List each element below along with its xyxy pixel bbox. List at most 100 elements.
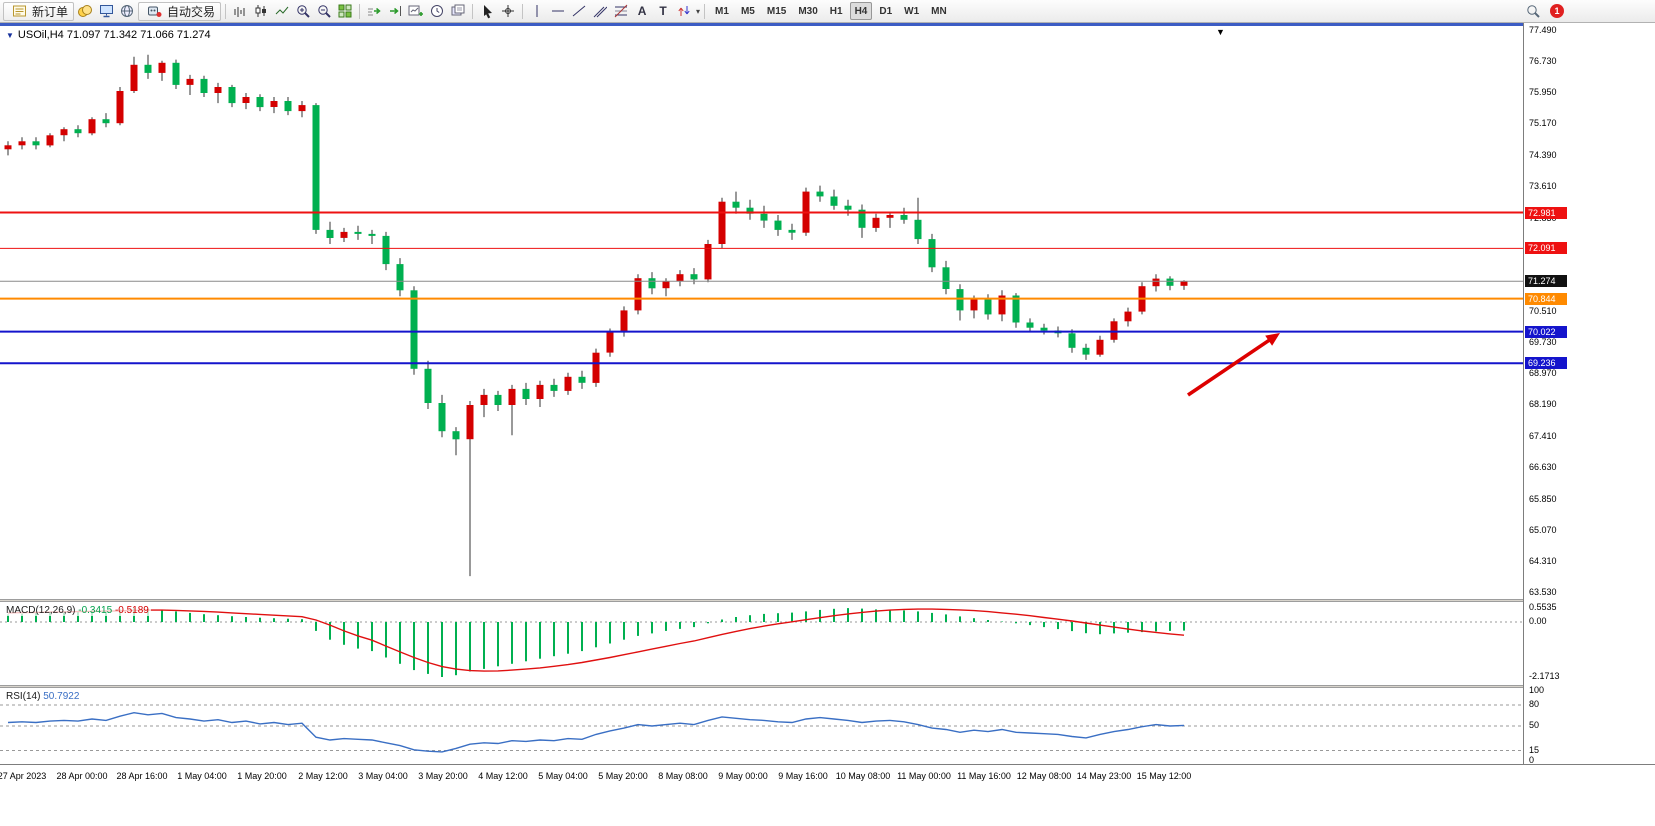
price-axis-label: 63.530 xyxy=(1529,587,1557,597)
time-axis-label: 2 May 12:00 xyxy=(298,771,348,781)
time-axis-label: 14 May 23:00 xyxy=(1076,771,1132,781)
panel-splitter[interactable] xyxy=(0,599,1655,602)
macd-axis-label: 0.5535 xyxy=(1529,602,1557,612)
price-badge: 72.981 xyxy=(1525,207,1567,219)
timeframe-h4-button[interactable]: H4 xyxy=(849,2,873,20)
price-badge: 70.844 xyxy=(1525,293,1567,305)
time-axis-label: 11 May 16:00 xyxy=(957,771,1011,781)
rsi-panel[interactable]: RSI(14) 50.7922 xyxy=(0,688,1523,764)
globe-icon[interactable] xyxy=(117,2,137,21)
new-chart-icon[interactable] xyxy=(406,2,426,21)
toolbar-separator xyxy=(704,3,706,19)
rsi-axis-label: 15 xyxy=(1529,745,1540,755)
time-axis-label: 28 Apr 16:00 xyxy=(116,771,168,781)
toolbar-separator xyxy=(472,3,474,19)
timeframe-m5-button[interactable]: M5 xyxy=(736,2,760,20)
cursor-icon[interactable] xyxy=(477,2,497,21)
text-label-tool-icon[interactable]: T xyxy=(659,4,667,18)
price-badge: 71.274 xyxy=(1525,275,1567,287)
toolbar-separator xyxy=(522,3,524,19)
price-axis-label: 67.410 xyxy=(1529,431,1557,441)
time-axis-label: 3 May 04:00 xyxy=(358,771,408,781)
chart-shift-icon[interactable] xyxy=(385,2,405,21)
time-axis-label: 1 May 04:00 xyxy=(177,771,227,781)
templates-icon[interactable] xyxy=(448,2,468,21)
new-order-icon xyxy=(9,2,29,21)
time-axis-label: 9 May 00:00 xyxy=(718,771,768,781)
price-axis[interactable]: 77.49076.73075.95075.17074.39073.61072.8… xyxy=(1523,23,1655,765)
macd-panel[interactable]: MACD(12,26,9) -0.3415 -0.5189 xyxy=(0,602,1523,685)
chart-shift-marker-icon[interactable]: ▼ xyxy=(1216,27,1225,37)
price-axis-label: 75.950 xyxy=(1529,87,1557,97)
equidistant-channel-icon[interactable] xyxy=(590,2,610,21)
time-axis[interactable]: 27 Apr 2023 28 Apr 00:00 28 Apr 16:00 1 May… xyxy=(0,764,1655,790)
main-price-chart[interactable]: ▼ USOil,H4 71.097 71.342 71.066 71.274 ▼ xyxy=(0,23,1523,599)
new-order-button[interactable]: 新订单 xyxy=(3,1,75,21)
rsi-plot xyxy=(0,704,1523,753)
coins-icon[interactable] xyxy=(75,2,95,21)
zoom-out-icon[interactable] xyxy=(314,2,334,21)
time-axis-label: 9 May 16:00 xyxy=(778,771,828,781)
rsi-axis-label: 50 xyxy=(1529,720,1540,730)
timeframe-d1-button[interactable]: D1 xyxy=(874,2,897,20)
time-axis-label: 3 May 20:00 xyxy=(418,771,468,781)
time-axis-label: 28 Apr 00:00 xyxy=(56,771,108,781)
price-axis-label: 66.630 xyxy=(1529,462,1557,472)
new-order-label: 新订单 xyxy=(32,4,69,19)
terminal-icon[interactable] xyxy=(96,2,116,21)
panel-splitter[interactable] xyxy=(0,685,1655,688)
candlestick-chart-icon[interactable] xyxy=(251,2,271,21)
timeframe-mn-button[interactable]: MN xyxy=(926,2,952,20)
time-axis-label: 5 May 04:00 xyxy=(538,771,588,781)
symbol-dropdown-icon[interactable]: ▼ xyxy=(6,30,14,40)
rsi-value: 50.7922 xyxy=(43,691,80,702)
rsi-axis-label: 80 xyxy=(1529,699,1540,709)
crosshair-icon[interactable] xyxy=(498,2,518,21)
line-chart-icon[interactable] xyxy=(272,2,292,21)
time-axis-label: 12 May 08:00 xyxy=(1016,771,1072,781)
time-axis-label: 27 Apr 2023 xyxy=(0,771,47,781)
price-badge: 70.022 xyxy=(1525,326,1567,338)
macd-name: MACD(12,26,9) xyxy=(6,605,76,616)
price-axis-label: 75.170 xyxy=(1529,118,1557,128)
time-axis-label: 15 May 12:00 xyxy=(1136,771,1192,781)
text-tool-icon[interactable]: A xyxy=(637,4,647,18)
price-axis-label: 65.850 xyxy=(1529,494,1557,504)
timeframe-group: M1 M5 M15 M30 H1 H4 D1 W1 MN xyxy=(709,2,953,20)
auto-trading-button[interactable]: 自动交易 xyxy=(138,1,222,21)
chart-symbol-ohlc: ▼ USOil,H4 71.097 71.342 71.066 71.274 xyxy=(4,29,213,41)
time-axis-label: 10 May 08:00 xyxy=(835,771,891,781)
timeframe-m15-button[interactable]: M15 xyxy=(762,2,791,20)
rsi-axis-label: 0 xyxy=(1529,755,1535,765)
macd-axis-label: 0.00 xyxy=(1529,616,1547,626)
fibonacci-icon[interactable] xyxy=(611,2,631,21)
price-axis-label: 64.310 xyxy=(1529,556,1557,566)
vertical-line-icon[interactable] xyxy=(527,2,547,21)
zoom-in-icon[interactable] xyxy=(293,2,313,21)
periods-clock-icon[interactable] xyxy=(427,2,447,21)
price-axis-label: 68.190 xyxy=(1529,399,1557,409)
macd-signal-value: -0.5189 xyxy=(114,605,149,616)
symbol-ohlc-text: USOil,H4 71.097 71.342 71.066 71.274 xyxy=(17,29,211,41)
horizontal-line-icon[interactable] xyxy=(548,2,568,21)
price-axis-label: 76.730 xyxy=(1529,56,1557,66)
auto-trading-icon xyxy=(144,2,164,21)
time-axis-label: 11 May 00:00 xyxy=(897,771,951,781)
timeframe-m1-button[interactable]: M1 xyxy=(710,2,734,20)
bar-chart-icon[interactable] xyxy=(230,2,250,21)
timeframe-w1-button[interactable]: W1 xyxy=(899,2,924,20)
auto-scroll-icon[interactable] xyxy=(364,2,384,21)
notification-badge[interactable]: 1 xyxy=(1550,4,1564,18)
arrows-tool-icon[interactable] xyxy=(674,2,694,21)
time-axis-label: 1 May 20:00 xyxy=(237,771,287,781)
toolbar-separator xyxy=(225,3,227,19)
tile-windows-icon[interactable] xyxy=(335,2,355,21)
macd-title: MACD(12,26,9) -0.3415 -0.5189 xyxy=(4,605,151,616)
trendline-icon[interactable] xyxy=(569,2,589,21)
timeframe-m30-button[interactable]: M30 xyxy=(793,2,822,20)
active-window-strip xyxy=(0,23,1523,26)
price-axis-label: 68.970 xyxy=(1529,368,1557,378)
search-icon[interactable] xyxy=(1523,2,1543,21)
timeframe-h1-button[interactable]: H1 xyxy=(825,2,848,20)
arrows-dropdown-caret-icon[interactable]: ▾ xyxy=(696,6,701,16)
